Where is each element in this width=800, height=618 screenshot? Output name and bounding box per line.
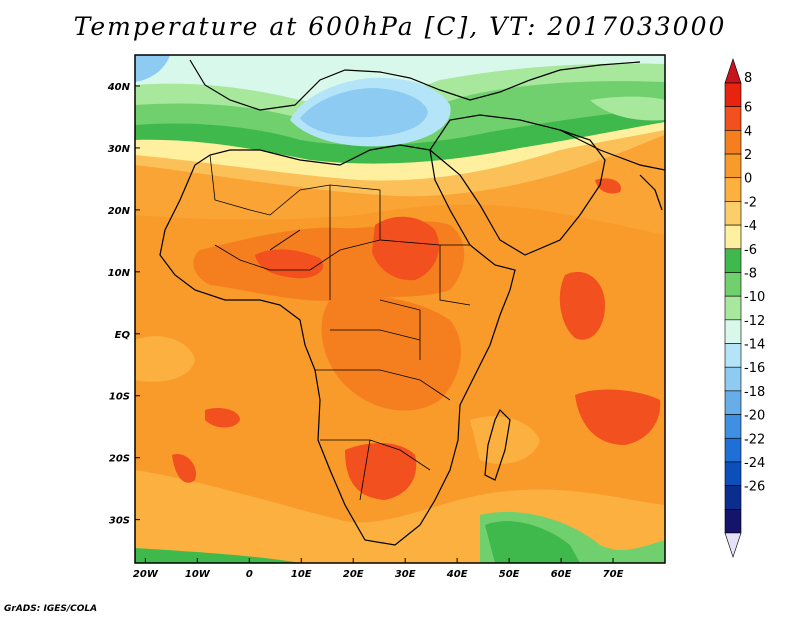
grads-credit: GrADS: IGES/COLA (4, 604, 98, 614)
x-tick-label: 10E (291, 569, 312, 580)
africa-coastline (159, 144, 516, 546)
colorbar-label: -10 (744, 290, 765, 305)
field-south-green-dark (485, 521, 580, 563)
colorbar-swatch (724, 130, 742, 155)
colorbar-label: -6 (744, 243, 757, 258)
field-sahel-hot (255, 249, 324, 279)
field-east-green3 (590, 96, 665, 121)
colorbar-swatch (724, 343, 742, 368)
colorbar-swatch (724, 82, 742, 107)
x-tick-label: 20W (133, 569, 159, 580)
madagascar-coastline (484, 408, 511, 481)
colorbar-swatch (724, 177, 742, 202)
colorbar-label: 6 (744, 101, 752, 116)
colorbar-top-arrow (724, 58, 742, 84)
field-north-cyan (135, 55, 665, 104)
y-tick-label: EQ (115, 330, 131, 341)
field-angola-hot (205, 408, 240, 428)
y-tick-label: 20N (108, 206, 131, 217)
colorbar-swatch (724, 153, 742, 179)
colorbar-swatch (724, 509, 742, 534)
colorbar-label: -12 (744, 314, 765, 329)
y-tick-label: 20S (109, 454, 130, 465)
colorbar-swatch (724, 485, 742, 510)
colorbar: 8 6 4 2 0 -2 -4 -6 -8 -10 -12 -14 -16 -18 -20 -22 -24 -26 (724, 58, 765, 558)
field-mediterranean-blue2 (300, 88, 428, 138)
arabian-coastline (429, 114, 606, 256)
x-axis-ticks: 20W 10W 0 10E 20E 30E 40E 50E 60E 70E (133, 558, 624, 580)
colorbar-label: 4 (744, 124, 752, 139)
y-axis-ticks: 40N 30N 20N 10N EQ 10S 20S 30S (107, 82, 140, 527)
x-tick-label: 10W (185, 569, 211, 580)
colorbar-label: -18 (744, 385, 765, 400)
colorbar-label: -20 (744, 409, 765, 424)
colorbar-swatch (724, 295, 742, 321)
temperature-field (135, 55, 665, 563)
colorbar-bottom-arrow (724, 532, 742, 558)
colorbar-swatch (724, 366, 742, 392)
colorbar-swatch (724, 319, 742, 344)
colorbar-swatch (724, 224, 742, 250)
colorbar-swatch (724, 390, 742, 415)
field-gulf-hot (595, 178, 621, 194)
border-lines (209, 154, 471, 501)
field-southwest-green (135, 548, 300, 563)
x-tick-label: 40E (446, 569, 468, 580)
x-tick-label: 50E (499, 569, 520, 580)
coastlines (159, 59, 665, 546)
field-west-atlantic-mild (135, 336, 195, 382)
y-tick-label: 30N (108, 144, 131, 155)
iran-coastline (559, 129, 665, 171)
colorbar-swatch (724, 272, 742, 297)
colorbar-swatch (724, 414, 742, 439)
field-atlantic-hot (172, 454, 196, 483)
colorbar-label: -24 (744, 456, 765, 471)
x-tick-label: 70E (603, 569, 624, 580)
colorbar-label: -26 (744, 480, 765, 495)
colorbar-label: -4 (744, 219, 757, 234)
plot-frame (134, 54, 666, 564)
colorbar-swatch (724, 106, 742, 131)
y-tick-label: 10S (109, 392, 130, 403)
colorbar-label: -8 (744, 266, 757, 281)
field-corner-blue (135, 55, 170, 82)
field-indian-ocean-hot (559, 271, 605, 340)
colorbar-label: 2 (744, 148, 752, 163)
colorbar-label: -22 (744, 432, 765, 447)
colorbar-swatch (724, 437, 742, 463)
map-title: Temperature at 600hPa [C], VT: 201703300… (73, 12, 727, 41)
colorbar-label: -16 (744, 361, 765, 376)
y-tick-label: 30S (109, 516, 130, 527)
colorbar-swatch (724, 461, 742, 486)
colorbar-label: -14 (744, 338, 765, 353)
x-tick-label: 60E (551, 569, 572, 580)
colorbar-label: -2 (744, 195, 757, 210)
field-sudan-hot (372, 216, 439, 281)
x-tick-label: 0 (246, 569, 253, 580)
colorbar-swatch (724, 248, 742, 273)
field-east-africa-warm (321, 296, 461, 411)
x-tick-label: 30E (395, 569, 416, 580)
india-coastline (639, 174, 663, 211)
y-tick-label: 10N (108, 268, 131, 279)
colorbar-swatch (724, 201, 742, 226)
y-tick-label: 40N (107, 82, 131, 93)
europe-coastline (189, 59, 641, 111)
colorbar-label: 0 (744, 172, 752, 187)
colorbar-label: 8 (744, 71, 752, 86)
field-indian-ocean-hot2 (575, 389, 661, 445)
field-southern-africa-hot (345, 443, 417, 500)
x-tick-label: 20E (343, 569, 364, 580)
